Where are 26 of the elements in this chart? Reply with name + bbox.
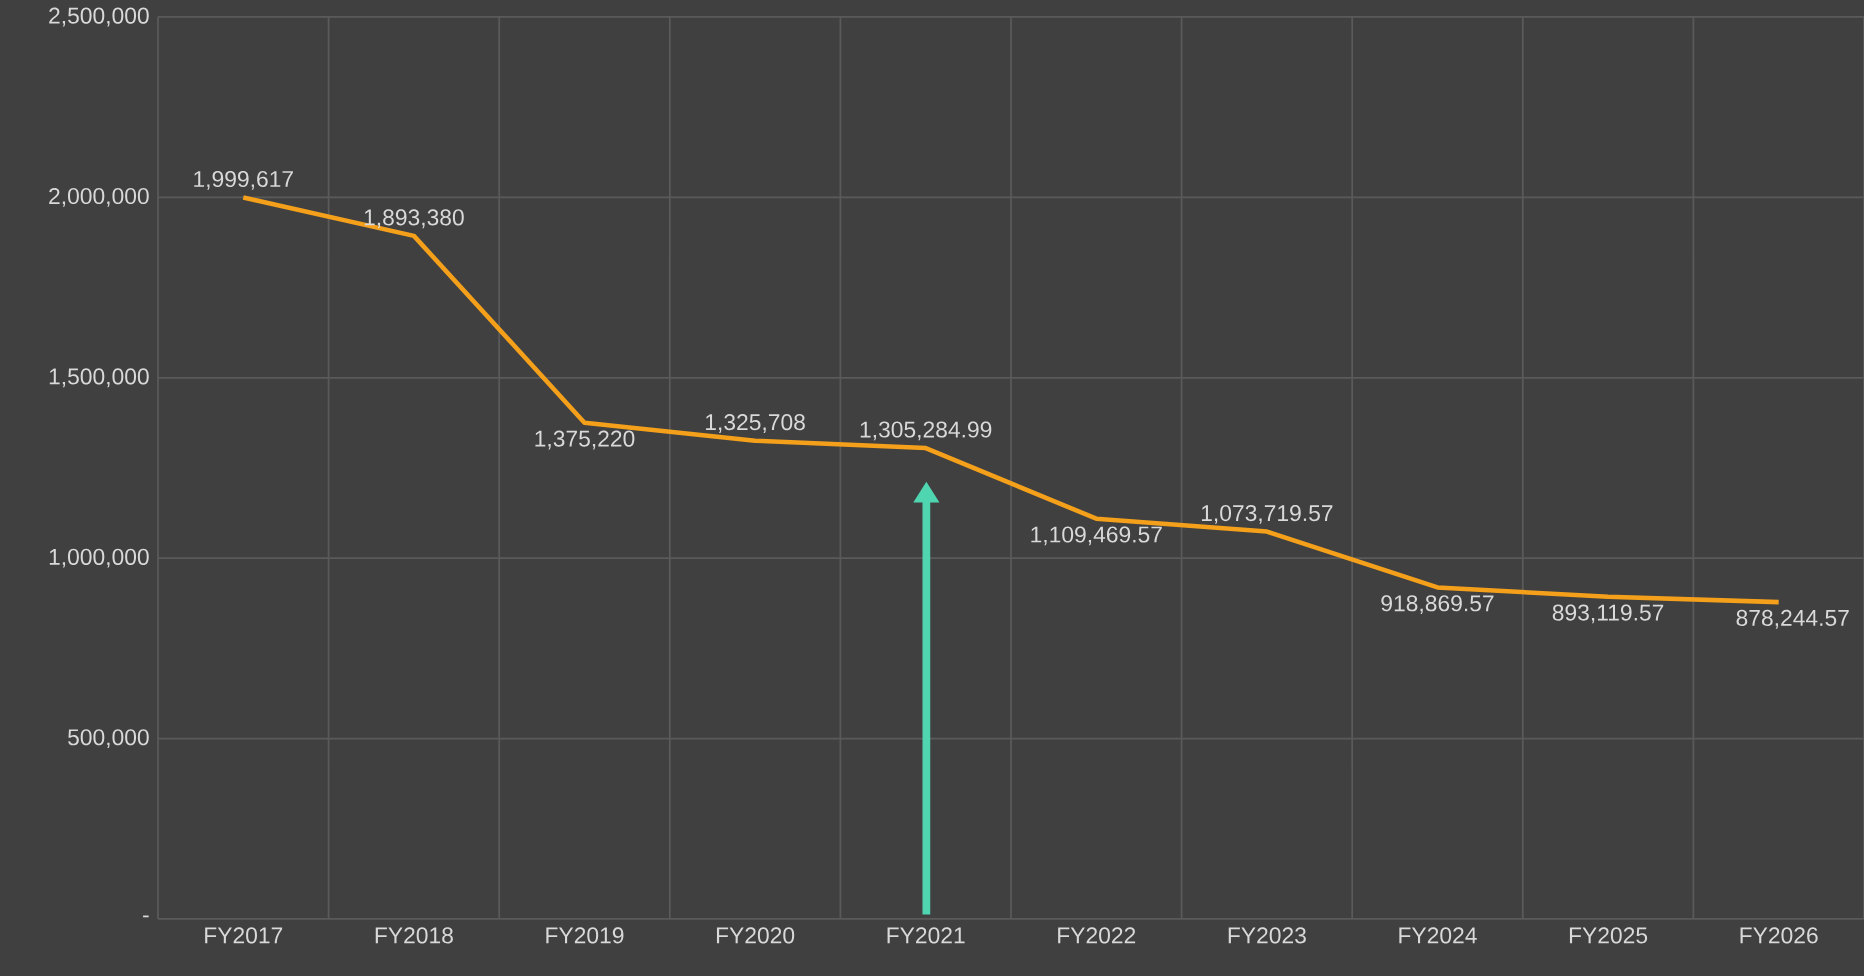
y-tick-label: 2,500,000 xyxy=(49,7,149,27)
x-tick-label: FY2024 xyxy=(1399,927,1477,944)
data-label: 1,375,220 xyxy=(535,430,635,450)
x-tick-label: FY2026 xyxy=(1740,927,1818,944)
y-tick-label: 2,000,000 xyxy=(49,187,149,207)
x-tick-label: FY2020 xyxy=(716,927,795,944)
x-tick-label: FY2023 xyxy=(1228,927,1306,944)
y-tick-label: 500,000 xyxy=(68,729,149,749)
y-tick-label: 1,500,000 xyxy=(49,368,149,388)
x-tick-label: FY2018 xyxy=(375,927,453,944)
data-label: 1,073,719.57 xyxy=(1201,505,1333,524)
data-label: 1,893,380 xyxy=(364,209,464,229)
data-label: 1,305,284.99 xyxy=(860,421,992,441)
data-label: 1,999,617 xyxy=(194,170,293,190)
data-label: 1,325,708 xyxy=(706,414,805,433)
x-tick-label: FY2017 xyxy=(205,927,283,944)
y-tick-label: - xyxy=(143,915,149,918)
y-tick-label: 1,000,000 xyxy=(49,548,149,568)
x-tick-label: FY2019 xyxy=(546,927,624,944)
x-tick-label: FY2021 xyxy=(887,927,965,944)
data-label: 918,869.57 xyxy=(1381,595,1494,615)
x-tick-label: FY2025 xyxy=(1569,927,1648,944)
x-tick-label: FY2022 xyxy=(1058,927,1136,944)
data-label: 893,119.57 xyxy=(1552,604,1664,624)
data-label: 1,109,469.57 xyxy=(1031,526,1162,546)
data-label: 878,244.57 xyxy=(1736,609,1849,629)
